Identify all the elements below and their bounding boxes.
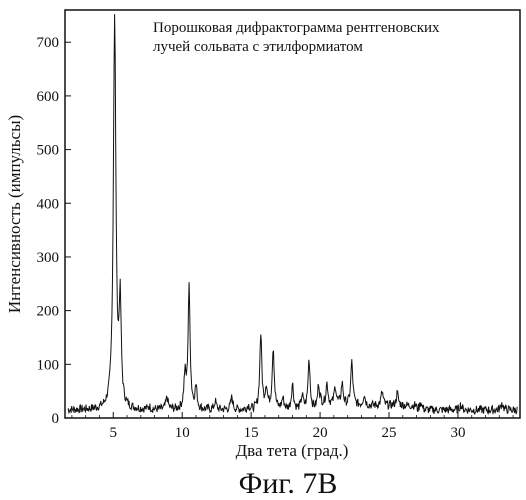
x-tick-label: 15 — [244, 425, 259, 441]
y-tick-label: 400 — [37, 196, 60, 212]
y-axis: 0 100 200 300 400 500 600 700 — [37, 35, 71, 427]
x-tick-label: 25 — [382, 425, 397, 441]
x-tick-label: 30 — [450, 425, 465, 441]
y-tick-label: 300 — [37, 250, 60, 266]
y-tick-label: 700 — [37, 35, 60, 51]
chart-title-line-2: лучей сольвата с этилформиатом — [153, 39, 363, 55]
x-axis-label: Два тета (град.) — [236, 441, 349, 460]
diffraction-trace — [67, 14, 518, 416]
plot-frame — [64, 9, 521, 419]
y-axis-label: Интенсивность (импульсы) — [5, 115, 24, 313]
x-tick-label: 10 — [175, 425, 190, 441]
y-tick-label: 200 — [37, 304, 60, 320]
y-tick-label: 0 — [52, 411, 60, 427]
x-tick-label: 5 — [110, 425, 118, 441]
y-tick-label: 100 — [37, 357, 60, 373]
figure-caption: Фиг. 7В — [239, 467, 338, 500]
chart-title-line-1: Порошковая дифрактограмма рентгеновских — [153, 20, 440, 36]
y-tick-label: 600 — [37, 89, 60, 105]
x-tick-label: 20 — [313, 425, 328, 441]
y-tick-label: 500 — [37, 143, 60, 159]
x-axis: 5 10 15 20 25 30 — [71, 412, 514, 441]
